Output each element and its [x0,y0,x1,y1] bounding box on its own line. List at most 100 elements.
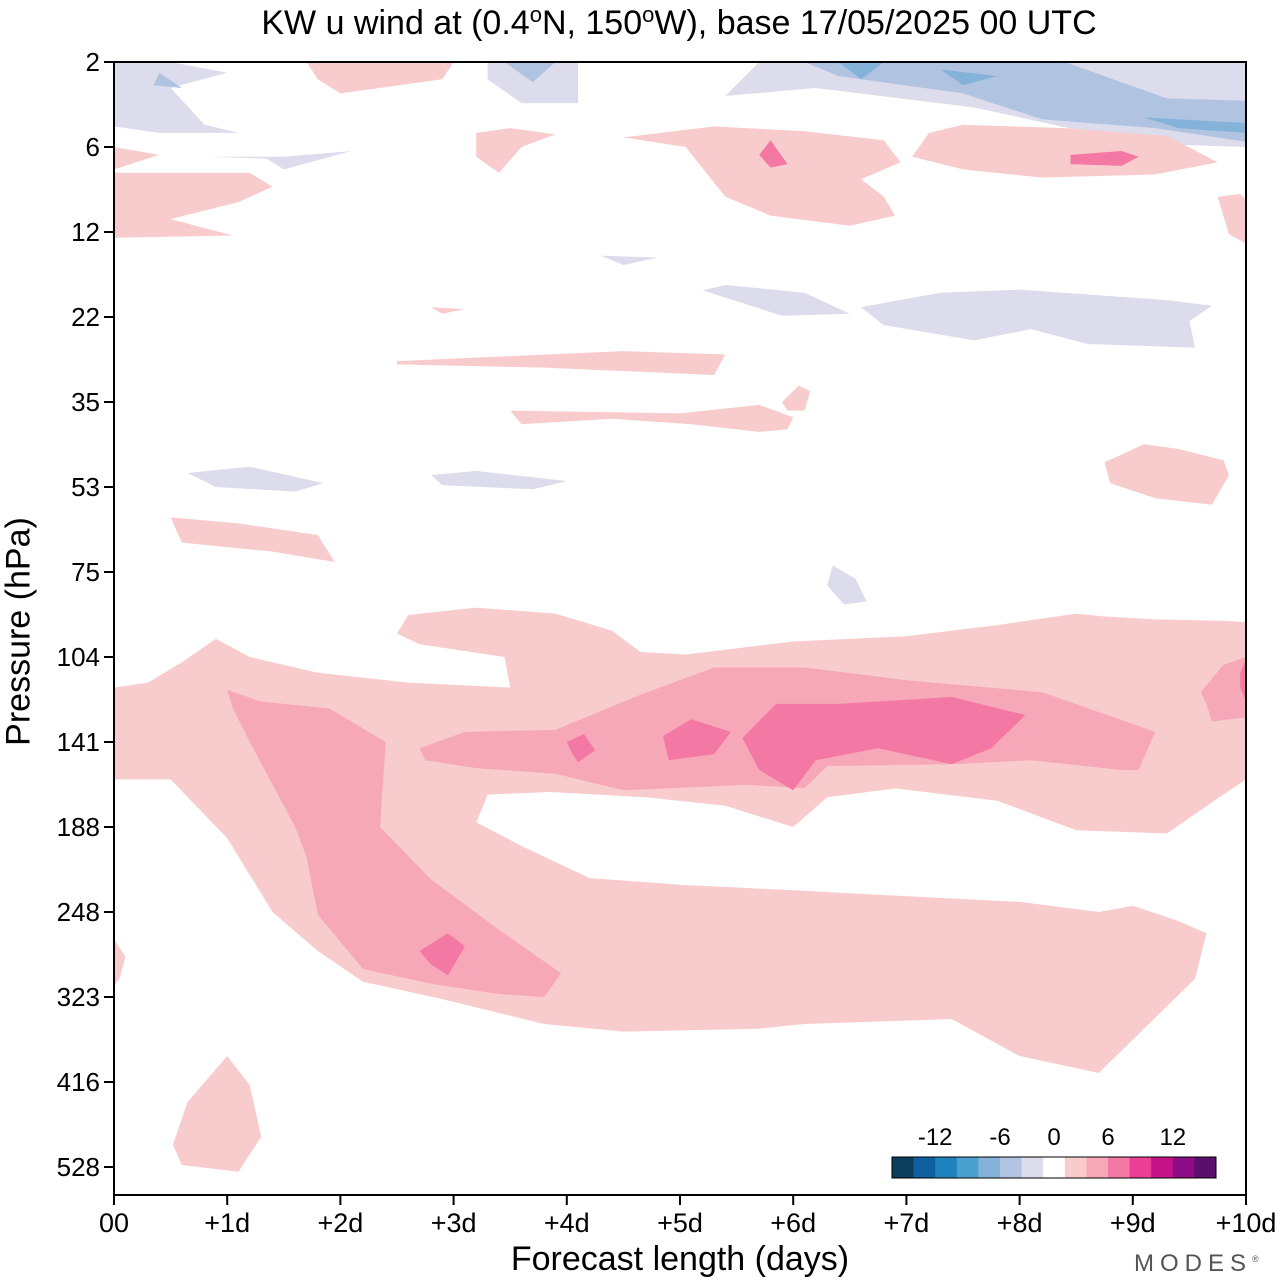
title-suffix: W), base 17/05/2025 00 UTC [654,4,1097,42]
contour-region-10 [827,565,867,605]
x-tick-label: +1d [204,1208,250,1238]
contour-region-42 [1240,659,1246,702]
title-degree-symbol: o [529,2,542,27]
contour-region-19 [114,172,273,238]
x-tick-label: +3d [431,1208,477,1238]
contour-region-33 [227,689,562,997]
title-middle: N, 150 [541,4,643,42]
x-tick-label: +2d [317,1208,363,1238]
y-tick-label: 141 [57,727,100,757]
contour-region-38 [1070,151,1139,166]
contour-region-31 [114,939,126,986]
contour-region-1 [114,62,239,133]
y-tick-label: 528 [57,1152,100,1182]
x-tick-label: +8d [997,1208,1043,1238]
x-tick-label: +5d [657,1208,703,1238]
y-tick-label: 6 [86,132,100,162]
contour-region-32 [172,1056,262,1172]
colorbar-tick-label: 0 [1047,1124,1060,1151]
contour-region-2 [487,62,579,104]
contour-region-17 [306,62,454,94]
colorbar-swatch [892,1157,914,1178]
contour-region-20 [476,128,556,173]
colorbar-tick-label: -12 [918,1124,953,1151]
contour-region-14 [838,62,884,80]
y-tick-label: 248 [57,897,100,927]
contour-region-16 [1144,117,1246,133]
contour-region-41 [742,697,1026,791]
contour-region-24 [431,307,465,314]
x-tick-label: +9d [1110,1208,1156,1238]
contour-region-4 [210,151,352,170]
contour-region-39 [566,734,596,763]
contour-region-18 [114,147,160,170]
y-tick-label: 12 [71,217,100,247]
x-tick-label: +10d [1216,1208,1277,1238]
contour-region-5 [600,255,658,266]
contour-region-22 [912,124,1218,178]
y-tick-label: 75 [71,557,100,587]
colorbar-swatch [1129,1157,1152,1178]
contour-region-40 [663,719,731,761]
contour-region-6 [702,284,850,316]
contour-fill-layer [114,62,1246,1172]
x-tick-label: +7d [883,1208,929,1238]
colorbar-swatch [1064,1157,1087,1178]
colorbar-frame [891,1156,1217,1179]
contour-region-23 [1217,194,1246,244]
y-tick-label: 188 [57,812,100,842]
colorbar: -12 -6 0 6 12 [890,1117,1220,1183]
y-tick-label: 323 [57,982,100,1012]
x-axis: 00 +1d +2d +3d +4d +5d +6d +7d +8d +9d +10d [99,1195,1276,1238]
contour-region-29 [170,517,335,562]
brand-logo: MODES® [1134,1250,1259,1278]
contour-region-12 [504,62,556,83]
y-tick-label: 35 [71,387,100,417]
contour-region-26 [510,404,794,432]
colorbar-swatch [1043,1157,1066,1178]
contour-region-25 [397,351,726,375]
contour-region-8 [187,466,324,492]
colorbar-swatch [1000,1157,1022,1178]
colorbar-swatch [935,1157,958,1178]
x-tick-label: 00 [99,1208,129,1238]
y-tick-label: 416 [57,1067,100,1097]
colorbar-swatch [1194,1157,1217,1178]
title-prefix: KW u wind at (0.4 [261,4,530,42]
y-tick-label: 2 [86,47,100,77]
contour-region-27 [781,385,811,411]
colorbar-tick-label: 6 [1101,1124,1114,1151]
colorbar-swatch [913,1157,936,1178]
contour-region-28 [1104,444,1229,505]
colorbar-swatch [1021,1157,1044,1178]
y-tick-label: 53 [71,472,100,502]
title-degree-symbol: o [642,2,655,27]
contour-region-11 [153,72,182,88]
colorbar-tick-label: 12 [1159,1124,1186,1151]
colorbar-swatch [1172,1157,1195,1178]
x-axis-label: Forecast length (days) [510,1240,850,1278]
x-tick-label: +6d [770,1208,816,1238]
colorbar-swatch [1086,1157,1109,1178]
contour-region-37 [759,140,788,168]
brand-name: MODES [1134,1250,1253,1277]
y-tick-label: 22 [71,302,100,332]
x-tick-label: +4d [544,1208,590,1238]
y-tick-label: 104 [57,642,100,672]
contour-region-36 [419,933,465,976]
colorbar-swatch [956,1157,979,1178]
brand-registered-mark: ® [1252,1254,1259,1264]
contour-region-9 [431,470,567,490]
contour-region-7 [861,289,1212,348]
colorbar-swatch [978,1157,1001,1178]
colorbar-tick-label: -6 [989,1124,1010,1151]
contour-region-13 [804,62,1246,142]
contour-region-21 [623,126,901,226]
colorbar-swatch [1108,1157,1130,1178]
contour-region-15 [940,69,997,86]
contour-region-35 [1200,657,1246,722]
y-axis-label: Pressure (hPa) [0,517,38,746]
colorbar-swatch [1151,1157,1174,1178]
chart-title: KW u wind at (0.4oN, 150oW), base 17/05/… [0,2,1280,43]
